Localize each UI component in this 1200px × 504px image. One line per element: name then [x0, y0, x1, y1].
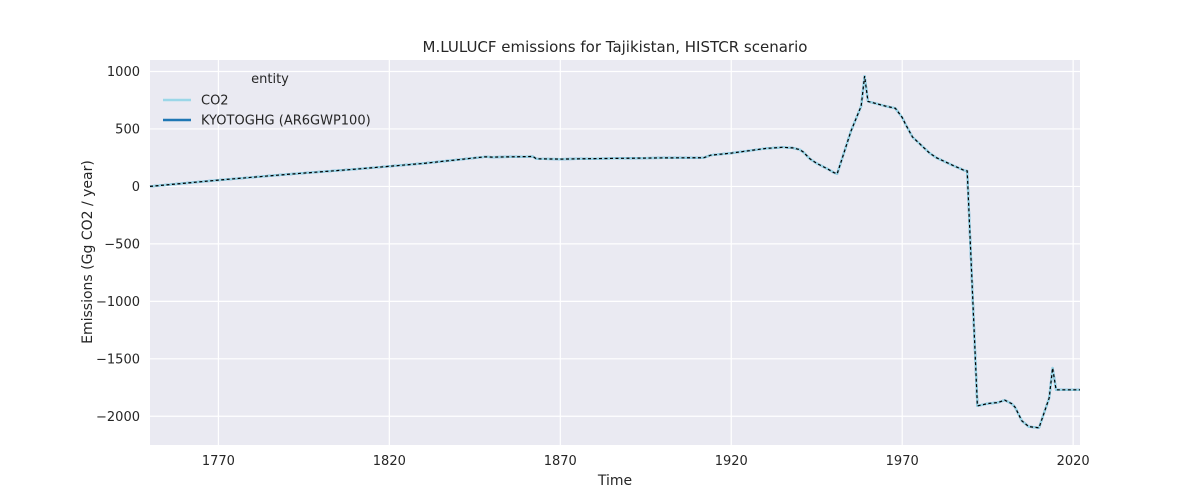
x-tick-label: 1970: [886, 454, 919, 469]
x-axis-label: Time: [597, 473, 632, 489]
series-lines: [149, 74, 1080, 429]
x-tick-label: 1870: [544, 454, 577, 469]
x-tick-label: 1820: [373, 454, 406, 469]
series-line-dashed-overlay: [149, 76, 1080, 429]
y-tick-label: −500: [104, 237, 140, 252]
y-tick-label: −2000: [96, 410, 140, 425]
x-tick-label: 2020: [1057, 454, 1090, 469]
x-tick-label: 1920: [715, 454, 748, 469]
grid: [150, 60, 1080, 445]
y-axis-label: Emissions (Gg CO2 / year): [80, 160, 96, 344]
legend: entity CO2 KYOTOGHG (AR6GWP100): [163, 72, 371, 129]
legend-label-kyotoghg: KYOTOGHG (AR6GWP100): [201, 114, 371, 129]
y-tick-label: −1000: [96, 295, 140, 310]
y-tick-label: 500: [115, 122, 140, 137]
chart-title: M.LULUCF emissions for Tajikistan, HISTC…: [423, 38, 808, 56]
y-tick-label: 1000: [107, 65, 140, 80]
y-tick-label: 0: [132, 180, 140, 195]
legend-title: entity: [251, 72, 289, 87]
plot-area: [150, 60, 1080, 445]
y-tick-label: −1500: [96, 352, 140, 367]
tick-labels: 1770 1820 1870 1920 1970 2020 1000 500 0 −500 −100…: [96, 65, 1090, 469]
legend-label-co2: CO2: [201, 94, 229, 109]
x-tick-label: 1770: [202, 454, 235, 469]
